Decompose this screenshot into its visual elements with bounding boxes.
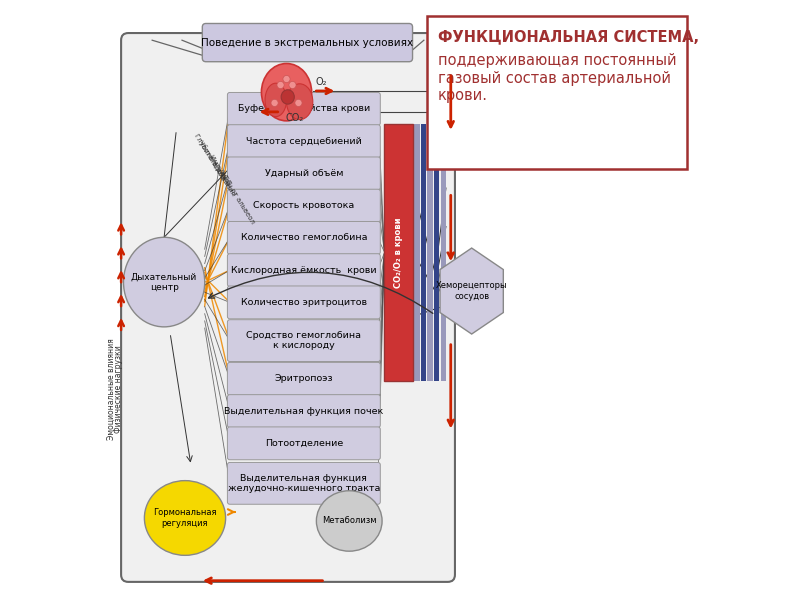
FancyBboxPatch shape: [202, 23, 413, 62]
Bar: [421, 124, 426, 380]
Text: Физические нагрузки: Физические нагрузки: [114, 346, 122, 433]
Text: Выделительная функция
желудочно-кишечного тракта: Выделительная функция желудочно-кишечног…: [228, 473, 380, 493]
Text: Метаболизм: Метаболизм: [322, 517, 377, 526]
Text: Скорость кровотока: Скорость кровотока: [254, 201, 354, 210]
Polygon shape: [440, 248, 503, 334]
FancyBboxPatch shape: [227, 463, 380, 504]
Text: Поведение в экстремальных условиях: Поведение в экстремальных условиях: [202, 38, 414, 47]
Text: Глубина вдоха: Глубина вдоха: [194, 132, 228, 181]
Text: Эритропоэз: Эритропоэз: [274, 374, 333, 383]
Ellipse shape: [144, 481, 226, 556]
Text: Кислородная ёмкость  крови: Кислородная ёмкость крови: [231, 266, 377, 275]
FancyBboxPatch shape: [227, 320, 380, 362]
Text: Гормональная
регуляция: Гормональная регуляция: [154, 508, 217, 527]
Ellipse shape: [262, 64, 312, 121]
Ellipse shape: [281, 90, 294, 104]
Bar: [441, 124, 446, 380]
Bar: [427, 16, 686, 169]
Ellipse shape: [271, 100, 278, 107]
FancyBboxPatch shape: [227, 189, 380, 222]
Ellipse shape: [286, 84, 313, 119]
Text: CO₂/O₂ в крови: CO₂/O₂ в крови: [394, 217, 403, 287]
FancyBboxPatch shape: [227, 125, 380, 158]
FancyBboxPatch shape: [121, 33, 455, 582]
Text: Хеморецепторы
сосудов: Хеморецепторы сосудов: [436, 281, 507, 301]
Bar: [414, 124, 420, 380]
Ellipse shape: [295, 100, 302, 107]
Text: CO₂: CO₂: [286, 113, 303, 123]
Bar: [434, 124, 439, 380]
FancyBboxPatch shape: [227, 362, 380, 395]
Bar: [427, 124, 433, 380]
Ellipse shape: [289, 82, 296, 89]
FancyBboxPatch shape: [227, 221, 380, 254]
Text: Частота дыхания: Частота дыхания: [198, 139, 238, 196]
FancyBboxPatch shape: [227, 286, 380, 319]
Text: Частота сердцебиений: Частота сердцебиений: [246, 137, 362, 146]
Bar: [385, 124, 413, 380]
Text: поддерживающая постоянный
газовый состав артериальной
крови.: поддерживающая постоянный газовый состав…: [438, 53, 676, 103]
Text: Количество эритроцитов: Количество эритроцитов: [241, 298, 367, 307]
Text: Буферные свойства крови: Буферные свойства крови: [238, 104, 370, 113]
Text: ЖЕЛ: ЖЕЛ: [218, 169, 232, 187]
Text: Эмоциональные влияния: Эмоциональные влияния: [106, 339, 115, 440]
Ellipse shape: [316, 491, 382, 551]
Text: Дыхательный
центр: Дыхательный центр: [131, 272, 198, 292]
FancyBboxPatch shape: [227, 427, 380, 460]
Text: O₂: O₂: [315, 77, 326, 87]
Ellipse shape: [265, 83, 286, 116]
FancyBboxPatch shape: [227, 157, 380, 190]
Text: Количество гемоглобина: Количество гемоглобина: [241, 233, 367, 242]
Ellipse shape: [277, 82, 284, 89]
Text: ФУНКЦИОНАЛЬНАЯ СИСТЕМА,: ФУНКЦИОНАЛЬНАЯ СИСТЕМА,: [438, 29, 698, 44]
Text: Импульсы от альвеол: Импульсы от альвеол: [209, 154, 256, 224]
FancyBboxPatch shape: [227, 395, 380, 428]
FancyBboxPatch shape: [227, 254, 380, 287]
Text: Сродство гемоглобина
к кислороду: Сродство гемоглобина к кислороду: [246, 331, 362, 350]
Ellipse shape: [283, 76, 290, 83]
Text: Ударный объём: Ударный объём: [265, 169, 343, 178]
Text: Выделительная функция почек: Выделительная функция почек: [224, 407, 383, 416]
Ellipse shape: [123, 237, 205, 327]
FancyBboxPatch shape: [227, 92, 380, 125]
Text: Потоотделение: Потоотделение: [265, 439, 343, 448]
